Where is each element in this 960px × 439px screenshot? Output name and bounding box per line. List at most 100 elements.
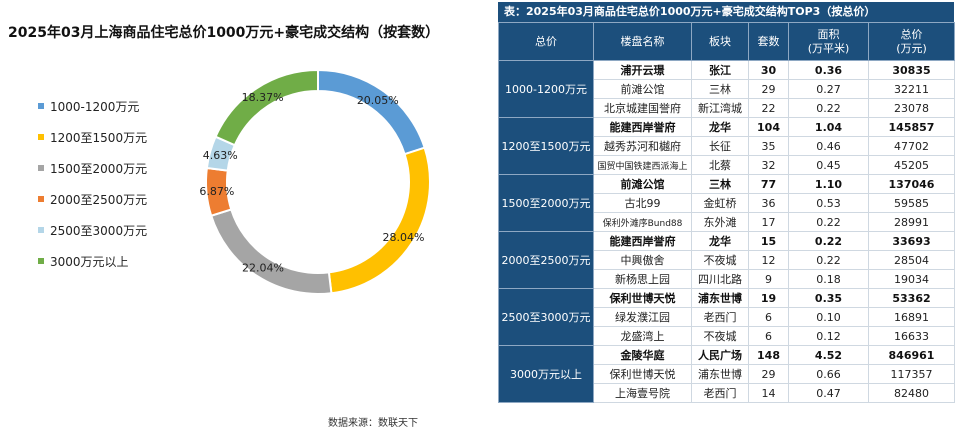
table-cell: 16891 <box>868 307 955 327</box>
table-cell: 新杨思上园 <box>593 269 692 289</box>
table-cell: 浦东世博 <box>691 364 749 384</box>
table-cell: 保利世博天悦 <box>593 364 692 384</box>
table-row: 越秀苏河和樾府 长征 35 0.46 47702 <box>499 136 955 156</box>
table-cell: 老西门 <box>691 383 749 403</box>
table-cell: 32 <box>748 155 789 175</box>
table-cell: 0.53 <box>788 193 869 213</box>
table-cell: 137046 <box>868 174 955 194</box>
table-cell: 绿发濮江园 <box>593 307 692 327</box>
legend-item: 3000万元以上 <box>38 251 147 271</box>
table-cell: 47702 <box>868 136 955 156</box>
table-cell: 145857 <box>868 117 955 137</box>
table-cell: 30 <box>748 60 789 80</box>
table-cell: 53362 <box>868 288 955 308</box>
top3-table: 总价 楼盘名称 板块 套数 面积 (万平米) 总价 (万元) 1000-1200万元 浦开云璟张… <box>498 22 955 403</box>
table-cell: 前滩公馆 <box>593 79 692 99</box>
table-header-cell: 总价 <box>498 22 594 61</box>
table-cell: 中興傲舍 <box>593 250 692 270</box>
table-cell: 28504 <box>868 250 955 270</box>
table-cell: 浦开云璟 <box>593 60 692 80</box>
table-cell: 19034 <box>868 269 955 289</box>
table-cell: 28991 <box>868 212 955 232</box>
table-cell: 前滩公馆 <box>593 174 692 194</box>
slice-label: 28.04% <box>382 231 424 244</box>
table-cell: 上海壹号院 <box>593 383 692 403</box>
table-cell: 不夜城 <box>691 250 749 270</box>
table-header-cell: 板块 <box>691 22 749 61</box>
table-cell: 148 <box>748 345 789 365</box>
table-header-cell: 总价 (万元) <box>868 22 955 61</box>
table-cell: 15 <box>748 231 789 251</box>
table-row: 保利外滩序Bund88 东外滩 17 0.22 28991 <box>499 212 955 232</box>
table-cell: 30835 <box>868 60 955 80</box>
price-group-cell: 2000至2500万元 <box>498 231 594 289</box>
table-cell: 29 <box>748 364 789 384</box>
table-cell: 0.27 <box>788 79 869 99</box>
table-cell: 龙盛湾上 <box>593 326 692 346</box>
table-cell: 29 <box>748 79 789 99</box>
table-cell: 长征 <box>691 136 749 156</box>
table-body: 1000-1200万元 浦开云璟 张江 30 0.36 30835 前滩公馆 三林 29 0.27… <box>498 60 955 403</box>
table-cell: 35 <box>748 136 789 156</box>
table-cell: 国贸中国铁建西派海上 <box>593 155 692 175</box>
table-cell: 16633 <box>868 326 955 346</box>
legend-label: 1200至1500万元 <box>50 130 148 145</box>
table-cell: 117357 <box>868 364 955 384</box>
table-header-cell: 楼盘名称 <box>593 22 692 61</box>
table-row: 龙盛湾上 不夜城 6 0.12 16633 <box>499 326 955 346</box>
table-header-row: 总价 楼盘名称 板块 套数 面积 (万平米) 总价 (万元) <box>498 22 955 61</box>
table-cell: 846961 <box>868 345 955 365</box>
table-cell: 9 <box>748 269 789 289</box>
table-cell: 能建西岸誉府 <box>593 231 692 251</box>
table-cell: 保利外滩序Bund88 <box>593 212 692 232</box>
table-row: 1500至2000万元 前滩公馆 三林 77 1.10 137046 <box>498 174 955 232</box>
table-cell: 龙华 <box>691 117 749 137</box>
table-row: 2500至3000万元 保利世博天悦 浦东世博 19 0.35 53362 <box>498 288 955 346</box>
table-header-cell: 套数 <box>748 22 789 61</box>
legend-swatch <box>38 227 44 233</box>
donut-slice <box>209 208 333 295</box>
price-group-cell: 3000万元以上 <box>498 345 594 403</box>
legend-swatch <box>38 196 44 202</box>
table-cell: 三林 <box>691 174 749 194</box>
table-cell: 0.47 <box>788 383 869 403</box>
table-cell: 6 <box>748 307 789 327</box>
legend-label: 1000-1200万元 <box>50 99 140 114</box>
legend-item: 2000至2500万元 <box>38 189 147 209</box>
table-cell: 古北99 <box>593 193 692 213</box>
table-cell: 59585 <box>868 193 955 213</box>
table-cell: 17 <box>748 212 789 232</box>
table-row: 1000-1200万元 浦开云璟 张江 30 0.36 30835 <box>498 60 955 118</box>
table-cell: 越秀苏河和樾府 <box>593 136 692 156</box>
donut-slice <box>327 146 431 295</box>
table-cell: 0.22 <box>788 250 869 270</box>
table-cell: 1.04 <box>788 117 869 137</box>
legend-label: 1500至2000万元 <box>50 161 148 176</box>
legend-item: 1000-1200万元 <box>38 96 147 116</box>
table-cell: 四川北路 <box>691 269 749 289</box>
slice-label: 20.05% <box>357 94 399 107</box>
table-cell: 人民广场 <box>691 345 749 365</box>
table-cell: 北京城建国誉府 <box>593 98 692 118</box>
price-group-cell: 1200至1500万元 <box>498 117 594 175</box>
table-cell: 77 <box>748 174 789 194</box>
price-group-cell: 2500至3000万元 <box>498 288 594 346</box>
table-row: 上海壹号院 老西门 14 0.47 82480 <box>499 383 955 403</box>
table-cell: 三林 <box>691 79 749 99</box>
price-group-cell: 1500至2000万元 <box>498 174 594 232</box>
table-cell: 龙华 <box>691 231 749 251</box>
table-cell: 保利世博天悦 <box>593 288 692 308</box>
table-title: 表：2025年03月商品住宅总价1000万元+豪宅成交结构TOP3（按总价） <box>498 2 954 22</box>
table-cell: 19 <box>748 288 789 308</box>
table-cell: 32211 <box>868 79 955 99</box>
table-row: 2000至2500万元 能建西岸誉府 龙华 15 0.22 33693 <box>498 231 955 289</box>
table-row: 新杨思上园 四川北路 9 0.18 19034 <box>499 269 955 289</box>
table-cell: 0.22 <box>788 231 869 251</box>
table-cell: 金虹桥 <box>691 193 749 213</box>
slice-label: 6.87% <box>199 185 234 198</box>
legend-item: 1200至1500万元 <box>38 127 147 147</box>
table-cell: 新江湾城 <box>691 98 749 118</box>
chart-legend: 1000-1200万元 1200至1500万元 1500至2000万元 2000至25… <box>38 96 147 282</box>
table-cell: 36 <box>748 193 789 213</box>
table-row: 国贸中国铁建西派海上 北蔡 32 0.45 45205 <box>499 155 955 175</box>
